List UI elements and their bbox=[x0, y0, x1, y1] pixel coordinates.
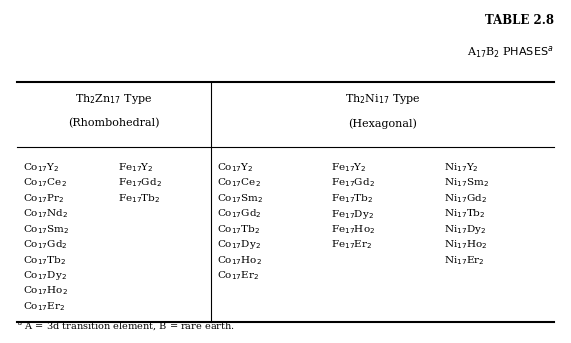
Text: Co$_{17}$Ho$_2$: Co$_{17}$Ho$_2$ bbox=[23, 285, 68, 297]
Text: Th$_2$Zn$_{17}$ Type: Th$_2$Zn$_{17}$ Type bbox=[75, 93, 153, 106]
Text: Fe$_{17}$Ho$_2$: Fe$_{17}$Ho$_2$ bbox=[331, 223, 375, 236]
Text: Ni$_{17}$Tb$_2$: Ni$_{17}$Tb$_2$ bbox=[444, 208, 486, 220]
Text: Co$_{17}$Ce$_2$: Co$_{17}$Ce$_2$ bbox=[217, 177, 261, 189]
Text: Co$_{17}$Pr$_2$: Co$_{17}$Pr$_2$ bbox=[23, 192, 65, 205]
Text: Co$_{17}$Y$_2$: Co$_{17}$Y$_2$ bbox=[217, 161, 254, 174]
Text: $^a$ A = 3d transition element, B = rare earth.: $^a$ A = 3d transition element, B = rare… bbox=[17, 320, 235, 333]
Text: Fe$_{17}$Er$_2$: Fe$_{17}$Er$_2$ bbox=[331, 238, 373, 251]
Text: Fe$_{17}$Tb$_2$: Fe$_{17}$Tb$_2$ bbox=[118, 192, 160, 205]
Text: Co$_{17}$Tb$_2$: Co$_{17}$Tb$_2$ bbox=[23, 254, 66, 267]
Text: Th$_2$Ni$_{17}$ Type: Th$_2$Ni$_{17}$ Type bbox=[345, 93, 420, 106]
Text: Co$_{17}$Er$_2$: Co$_{17}$Er$_2$ bbox=[217, 269, 259, 282]
Text: Ni$_{17}$Ho$_2$: Ni$_{17}$Ho$_2$ bbox=[444, 238, 488, 251]
Text: Co$_{17}$Sm$_2$: Co$_{17}$Sm$_2$ bbox=[23, 223, 70, 236]
Text: Fe$_{17}$Tb$_2$: Fe$_{17}$Tb$_2$ bbox=[331, 192, 373, 205]
Text: Co$_{17}$Dy$_2$: Co$_{17}$Dy$_2$ bbox=[217, 238, 261, 251]
Text: Fe$_{17}$Gd$_2$: Fe$_{17}$Gd$_2$ bbox=[118, 177, 162, 189]
Text: Fe$_{17}$Y$_2$: Fe$_{17}$Y$_2$ bbox=[331, 161, 367, 174]
Text: Fe$_{17}$Gd$_2$: Fe$_{17}$Gd$_2$ bbox=[331, 177, 375, 189]
Text: Fe$_{17}$Dy$_2$: Fe$_{17}$Dy$_2$ bbox=[331, 208, 375, 221]
Text: Co$_{17}$Tb$_2$: Co$_{17}$Tb$_2$ bbox=[217, 223, 260, 236]
Text: (Rhombohedral): (Rhombohedral) bbox=[69, 118, 160, 129]
Text: Co$_{17}$Gd$_2$: Co$_{17}$Gd$_2$ bbox=[217, 208, 262, 220]
Text: Co$_{17}$Ho$_2$: Co$_{17}$Ho$_2$ bbox=[217, 254, 262, 267]
Text: Ni$_{17}$Sm$_2$: Ni$_{17}$Sm$_2$ bbox=[444, 177, 489, 189]
Text: TABLE 2.8: TABLE 2.8 bbox=[485, 14, 554, 27]
Text: Ni$_{17}$Gd$_2$: Ni$_{17}$Gd$_2$ bbox=[444, 192, 487, 205]
Text: Co$_{17}$Nd$_2$: Co$_{17}$Nd$_2$ bbox=[23, 208, 69, 220]
Text: Ni$_{17}$Dy$_2$: Ni$_{17}$Dy$_2$ bbox=[444, 223, 486, 236]
Text: Co$_{17}$Y$_2$: Co$_{17}$Y$_2$ bbox=[23, 161, 59, 174]
Text: Ni$_{17}$Er$_2$: Ni$_{17}$Er$_2$ bbox=[444, 254, 485, 267]
Text: Fe$_{17}$Y$_2$: Fe$_{17}$Y$_2$ bbox=[118, 161, 154, 174]
Text: Co$_{17}$Dy$_2$: Co$_{17}$Dy$_2$ bbox=[23, 269, 67, 282]
Text: Co$_{17}$Sm$_2$: Co$_{17}$Sm$_2$ bbox=[217, 192, 264, 205]
Text: A$_{17}$B$_2$ P$\mathrm{HASES}$$^a$: A$_{17}$B$_2$ P$\mathrm{HASES}$$^a$ bbox=[468, 45, 554, 60]
Text: Co$_{17}$Gd$_2$: Co$_{17}$Gd$_2$ bbox=[23, 238, 67, 251]
Text: Co$_{17}$Ce$_2$: Co$_{17}$Ce$_2$ bbox=[23, 177, 67, 189]
Text: Ni$_{17}$Y$_2$: Ni$_{17}$Y$_2$ bbox=[444, 161, 479, 174]
Text: (Hexagonal): (Hexagonal) bbox=[348, 118, 417, 129]
Text: Co$_{17}$Er$_2$: Co$_{17}$Er$_2$ bbox=[23, 300, 65, 313]
